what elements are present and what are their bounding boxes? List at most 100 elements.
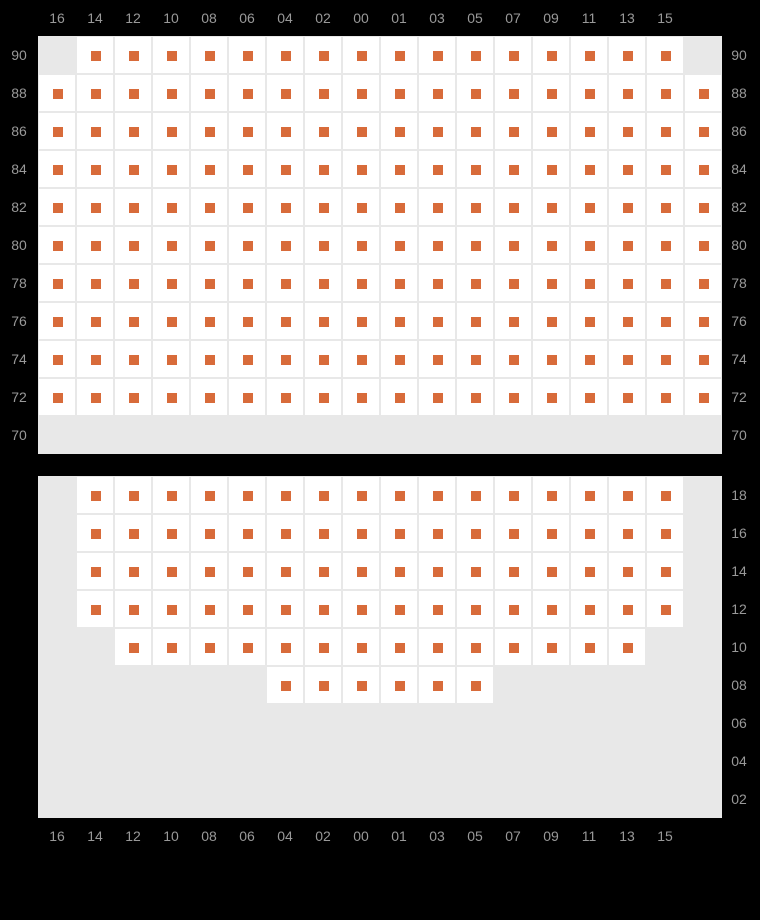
seat-cell[interactable] [76, 188, 114, 226]
seat-cell[interactable] [494, 552, 532, 590]
seat-cell[interactable] [608, 226, 646, 264]
seat-cell[interactable] [646, 264, 684, 302]
seat-cell[interactable] [646, 476, 684, 514]
seat-cell[interactable] [570, 476, 608, 514]
seat-cell[interactable] [646, 226, 684, 264]
seat-cell[interactable] [304, 340, 342, 378]
seat-cell[interactable] [304, 302, 342, 340]
seat-cell[interactable] [380, 74, 418, 112]
seat-cell[interactable] [190, 340, 228, 378]
seat-cell[interactable] [456, 188, 494, 226]
seat-cell[interactable] [342, 36, 380, 74]
seat-cell[interactable] [38, 302, 76, 340]
seat-cell[interactable] [456, 628, 494, 666]
seat-cell[interactable] [646, 150, 684, 188]
seat-cell[interactable] [266, 628, 304, 666]
seat-cell[interactable] [342, 340, 380, 378]
seat-cell[interactable] [342, 666, 380, 704]
seat-cell[interactable] [266, 302, 304, 340]
seat-cell[interactable] [684, 112, 722, 150]
seat-cell[interactable] [266, 666, 304, 704]
seat-cell[interactable] [266, 150, 304, 188]
seat-cell[interactable] [684, 340, 722, 378]
seat-cell[interactable] [380, 264, 418, 302]
seat-cell[interactable] [646, 590, 684, 628]
seat-cell[interactable] [570, 590, 608, 628]
seat-cell[interactable] [608, 74, 646, 112]
seat-cell[interactable] [228, 264, 266, 302]
seat-cell[interactable] [38, 74, 76, 112]
seat-cell[interactable] [266, 590, 304, 628]
seat-cell[interactable] [494, 476, 532, 514]
seat-cell[interactable] [608, 188, 646, 226]
seat-cell[interactable] [494, 590, 532, 628]
seat-cell[interactable] [418, 552, 456, 590]
seat-cell[interactable] [684, 378, 722, 416]
seat-cell[interactable] [114, 264, 152, 302]
seat-cell[interactable] [456, 112, 494, 150]
seat-cell[interactable] [380, 150, 418, 188]
seat-cell[interactable] [342, 476, 380, 514]
seat-cell[interactable] [494, 628, 532, 666]
seat-cell[interactable] [418, 112, 456, 150]
seat-cell[interactable] [418, 188, 456, 226]
seat-cell[interactable] [684, 264, 722, 302]
seat-cell[interactable] [152, 74, 190, 112]
seat-cell[interactable] [38, 188, 76, 226]
seat-cell[interactable] [304, 112, 342, 150]
seat-cell[interactable] [418, 340, 456, 378]
seat-cell[interactable] [608, 112, 646, 150]
seat-cell[interactable] [190, 628, 228, 666]
seat-cell[interactable] [152, 590, 190, 628]
seat-cell[interactable] [456, 302, 494, 340]
seat-cell[interactable] [608, 264, 646, 302]
seat-cell[interactable] [228, 112, 266, 150]
seat-cell[interactable] [494, 188, 532, 226]
seat-cell[interactable] [266, 36, 304, 74]
seat-cell[interactable] [684, 74, 722, 112]
seat-cell[interactable] [342, 590, 380, 628]
seat-cell[interactable] [494, 264, 532, 302]
seat-cell[interactable] [456, 590, 494, 628]
seat-cell[interactable] [570, 112, 608, 150]
seat-cell[interactable] [190, 476, 228, 514]
seat-cell[interactable] [342, 628, 380, 666]
seat-cell[interactable] [190, 378, 228, 416]
seat-cell[interactable] [76, 476, 114, 514]
seat-cell[interactable] [76, 74, 114, 112]
seat-cell[interactable] [532, 340, 570, 378]
seat-cell[interactable] [456, 74, 494, 112]
seat-cell[interactable] [228, 188, 266, 226]
seat-cell[interactable] [228, 514, 266, 552]
seat-cell[interactable] [228, 36, 266, 74]
seat-cell[interactable] [418, 666, 456, 704]
seat-cell[interactable] [456, 476, 494, 514]
seat-cell[interactable] [342, 188, 380, 226]
seat-cell[interactable] [684, 188, 722, 226]
seat-cell[interactable] [304, 476, 342, 514]
seat-cell[interactable] [532, 74, 570, 112]
seat-cell[interactable] [608, 302, 646, 340]
seat-cell[interactable] [456, 514, 494, 552]
seat-cell[interactable] [76, 514, 114, 552]
seat-cell[interactable] [114, 150, 152, 188]
seat-cell[interactable] [304, 514, 342, 552]
seat-cell[interactable] [266, 476, 304, 514]
seat-cell[interactable] [608, 340, 646, 378]
seat-cell[interactable] [456, 378, 494, 416]
seat-cell[interactable] [608, 150, 646, 188]
seat-cell[interactable] [342, 150, 380, 188]
seat-cell[interactable] [342, 514, 380, 552]
seat-cell[interactable] [418, 590, 456, 628]
seat-cell[interactable] [456, 226, 494, 264]
seat-cell[interactable] [76, 378, 114, 416]
seat-cell[interactable] [494, 150, 532, 188]
seat-cell[interactable] [228, 150, 266, 188]
seat-cell[interactable] [532, 514, 570, 552]
seat-cell[interactable] [380, 112, 418, 150]
seat-cell[interactable] [532, 188, 570, 226]
seat-cell[interactable] [304, 36, 342, 74]
seat-cell[interactable] [380, 188, 418, 226]
seat-cell[interactable] [380, 628, 418, 666]
seat-cell[interactable] [342, 552, 380, 590]
